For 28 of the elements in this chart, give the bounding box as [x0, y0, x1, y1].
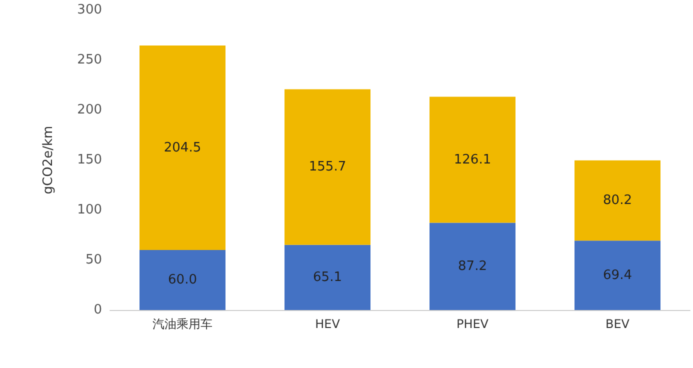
data-label: 80.2 — [603, 193, 632, 208]
data-label: 87.2 — [458, 258, 487, 274]
x-tick-label: 汽油乘用车 — [152, 317, 212, 331]
data-label: 155.7 — [308, 160, 346, 175]
x-tick-label: HEV — [315, 317, 341, 331]
bar — [140, 250, 226, 310]
y-axis-title: gCO2e/km — [41, 126, 56, 194]
y-tick-label: 0 — [94, 302, 102, 318]
bar — [284, 89, 370, 245]
y-tick-label: 100 — [77, 202, 102, 218]
x-tick-label: PHEV — [456, 317, 490, 331]
bar — [284, 244, 370, 310]
data-label: 60.0 — [168, 272, 197, 288]
bar — [430, 96, 516, 223]
y-tick-label: 150 — [77, 152, 102, 168]
x-tick-label: BEV — [605, 317, 630, 331]
y-tick-label: 300 — [77, 2, 102, 18]
data-label: 65.1 — [313, 270, 342, 285]
bar — [430, 222, 516, 310]
y-tick-label: 200 — [77, 102, 102, 118]
data-label: 69.4 — [603, 268, 632, 283]
bar — [574, 240, 660, 310]
data-label: 204.5 — [164, 140, 202, 156]
y-tick-label: 50 — [85, 252, 102, 268]
bar — [140, 46, 226, 250]
bar — [574, 160, 660, 241]
y-tick-label: 250 — [77, 52, 102, 68]
data-label: 126.1 — [454, 152, 492, 168]
